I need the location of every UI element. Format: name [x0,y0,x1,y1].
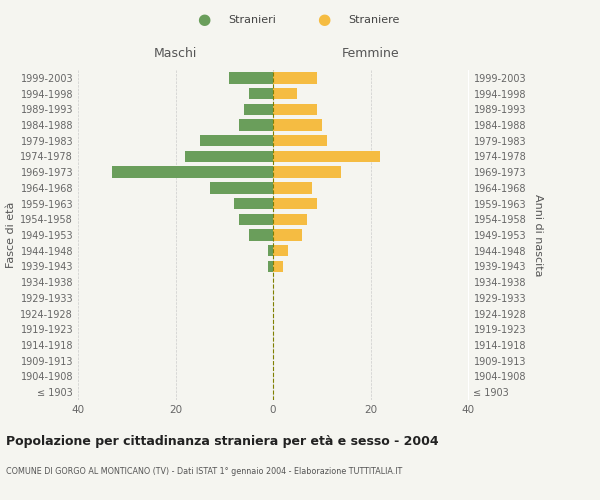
Text: Straniere: Straniere [348,15,400,25]
Bar [273,151,380,162]
Bar [248,88,273,99]
Bar [273,104,317,115]
Bar [200,135,273,146]
Text: Maschi: Maschi [154,47,197,60]
Bar [244,104,273,115]
Bar [234,198,273,209]
Bar [273,135,326,146]
Bar [273,214,307,225]
Bar [112,166,273,178]
Bar [239,120,273,130]
Text: Stranieri: Stranieri [228,15,276,25]
Bar [273,120,322,130]
Text: ●: ● [197,12,211,28]
Bar [185,151,273,162]
Bar [273,261,283,272]
Text: COMUNE DI GORGO AL MONTICANO (TV) - Dati ISTAT 1° gennaio 2004 - Elaborazione TU: COMUNE DI GORGO AL MONTICANO (TV) - Dati… [6,468,402,476]
Text: Femmine: Femmine [341,47,400,60]
Bar [229,72,273,84]
Text: Popolazione per cittadinanza straniera per età e sesso - 2004: Popolazione per cittadinanza straniera p… [6,435,439,448]
Bar [268,245,273,256]
Bar [273,245,287,256]
Bar [273,72,317,84]
Bar [273,182,312,194]
Text: ●: ● [317,12,331,28]
Bar [268,261,273,272]
Y-axis label: Anni di nascita: Anni di nascita [533,194,543,276]
Bar [248,230,273,240]
Bar [209,182,273,194]
Bar [239,214,273,225]
Bar [273,88,298,99]
Bar [273,166,341,178]
Y-axis label: Fasce di età: Fasce di età [6,202,16,268]
Bar [273,198,317,209]
Bar [273,230,302,240]
